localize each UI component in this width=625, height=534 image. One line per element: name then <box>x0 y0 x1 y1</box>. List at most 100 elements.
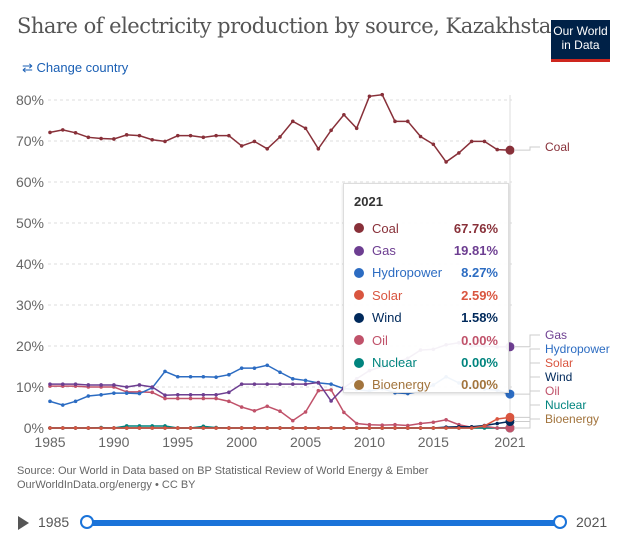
series-label: Nuclear <box>545 398 586 412</box>
y-tick-label: 10% <box>16 379 44 395</box>
data-point <box>342 112 346 117</box>
play-icon[interactable] <box>18 516 29 530</box>
tooltip: 2021 Coal 67.76% Gas 19.81% Hydropower 8.27% S… <box>343 183 509 393</box>
tooltip-label: Solar <box>372 287 403 303</box>
data-point <box>48 130 52 135</box>
data-point <box>329 399 333 403</box>
tooltip-year: 2021 <box>354 194 383 209</box>
data-point <box>86 135 91 140</box>
data-point <box>278 370 282 375</box>
data-point <box>60 426 65 430</box>
data-point <box>303 126 308 131</box>
data-point <box>431 426 436 430</box>
x-tick-label: 2010 <box>354 434 385 450</box>
data-point <box>418 134 423 139</box>
tooltip-row: Gas 19.81% <box>354 239 498 261</box>
data-point <box>99 426 103 430</box>
data-point <box>329 426 333 430</box>
data-point <box>214 375 218 379</box>
data-point <box>175 426 180 430</box>
tooltip-value: 8.27% <box>461 265 498 281</box>
data-point <box>137 383 142 387</box>
data-point <box>505 423 515 433</box>
data-point <box>239 405 244 409</box>
tooltip-row: Hydropower 8.27% <box>354 262 498 284</box>
data-point <box>227 133 231 138</box>
data-point <box>418 426 423 430</box>
y-tick-label: 0% <box>24 420 44 436</box>
data-point <box>201 396 206 401</box>
data-point <box>278 135 282 139</box>
data-point <box>48 382 52 386</box>
data-point <box>316 388 321 393</box>
source-link[interactable]: OurWorldInData.org/energy • CC BY <box>17 479 196 491</box>
series-dot-icon <box>354 267 364 278</box>
data-point <box>188 426 193 430</box>
series-dot-icon <box>354 245 364 256</box>
data-point <box>124 391 129 395</box>
data-point <box>393 426 397 430</box>
data-point <box>227 426 231 430</box>
tooltip-value: 67.76% <box>453 220 498 236</box>
source-note: Source: Our World in Data based on BP St… <box>17 464 428 492</box>
timeline-start-handle[interactable] <box>80 515 94 529</box>
data-point <box>124 385 129 389</box>
data-point <box>505 412 515 422</box>
series-label: Coal <box>545 140 570 154</box>
data-point <box>393 119 397 124</box>
data-point <box>175 396 180 401</box>
owid-logo[interactable]: Our World in Data <box>551 20 610 62</box>
data-point <box>60 128 65 132</box>
tooltip-row: Coal 67.76% <box>354 217 498 239</box>
data-point <box>469 426 474 430</box>
chart-title: Share of electricity production by sourc… <box>17 14 564 38</box>
series-solar[interactable]: Solar <box>48 356 573 430</box>
series-label: Wind <box>545 370 572 384</box>
timeline-start-label: 1985 <box>38 514 70 530</box>
series-bioenergy[interactable]: Bioenergy <box>48 412 599 433</box>
data-point <box>367 426 372 430</box>
data-point <box>150 385 155 389</box>
data-point <box>201 135 206 140</box>
data-point <box>278 382 282 386</box>
data-point <box>354 426 359 430</box>
y-tick-label: 60% <box>16 174 44 190</box>
series-dot-icon <box>354 357 364 368</box>
data-point <box>495 417 500 421</box>
data-point <box>405 423 410 428</box>
data-point <box>175 392 180 397</box>
data-point <box>431 420 436 425</box>
tooltip-row: Solar 2.59% <box>354 284 498 306</box>
data-point <box>239 382 244 386</box>
data-point <box>252 426 257 430</box>
data-point <box>86 426 91 430</box>
data-point <box>329 128 333 133</box>
label-connector <box>514 376 540 423</box>
change-country-label: Change country <box>36 60 129 75</box>
change-country-button[interactable]: ⇄ Change country <box>22 60 128 76</box>
data-point <box>265 363 270 368</box>
x-tick-label: 1995 <box>162 434 193 450</box>
data-point <box>137 133 142 138</box>
data-point <box>86 394 91 398</box>
y-tick-label: 30% <box>16 297 44 313</box>
timeline-track[interactable] <box>87 520 560 526</box>
data-point <box>316 380 321 385</box>
data-point <box>112 137 116 141</box>
data-point <box>239 426 244 430</box>
series-coal[interactable]: Coal <box>48 92 570 164</box>
data-point <box>303 426 308 430</box>
timeline-end-handle[interactable] <box>553 515 567 529</box>
data-point <box>316 146 321 151</box>
data-point <box>354 126 359 131</box>
tooltip-row: Nuclear 0.00% <box>354 351 498 373</box>
data-point <box>73 426 78 430</box>
data-point <box>418 421 423 426</box>
tooltip-row: Bioenergy 0.00% <box>354 374 498 396</box>
data-point <box>505 145 515 155</box>
data-point <box>163 426 167 430</box>
data-point <box>303 378 308 383</box>
series-dot-icon <box>354 312 364 323</box>
tooltip-value: 0.00% <box>461 355 498 371</box>
data-point <box>99 392 103 397</box>
